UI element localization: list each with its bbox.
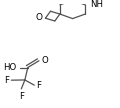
Text: O: O: [35, 13, 42, 22]
Text: O: O: [42, 56, 48, 65]
Text: HO: HO: [3, 63, 16, 72]
Text: NH: NH: [90, 0, 103, 9]
Text: F: F: [19, 92, 24, 101]
Text: F: F: [4, 76, 9, 85]
Text: F: F: [36, 81, 41, 90]
